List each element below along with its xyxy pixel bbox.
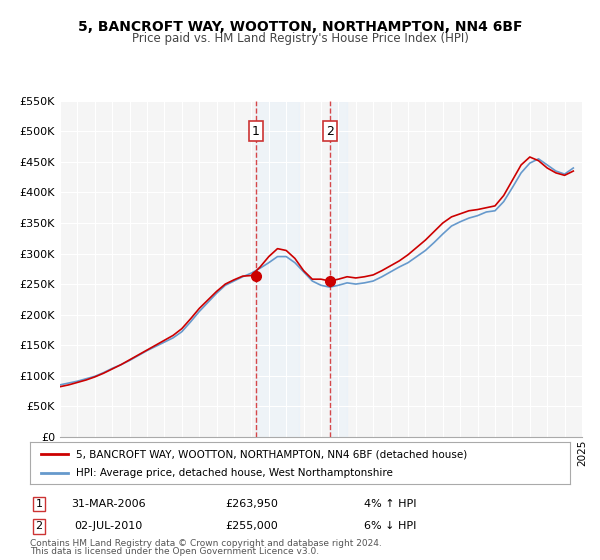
Text: 02-JUL-2010: 02-JUL-2010	[74, 521, 142, 531]
Text: 5, BANCROFT WAY, WOOTTON, NORTHAMPTON, NN4 6BF: 5, BANCROFT WAY, WOOTTON, NORTHAMPTON, N…	[78, 20, 522, 34]
Text: 4% ↑ HPI: 4% ↑ HPI	[364, 499, 416, 509]
Text: Contains HM Land Registry data © Crown copyright and database right 2024.: Contains HM Land Registry data © Crown c…	[30, 539, 382, 548]
Text: 1: 1	[252, 124, 260, 138]
Bar	[256, 101, 299, 437]
Text: £263,950: £263,950	[226, 499, 278, 509]
Text: 31-MAR-2006: 31-MAR-2006	[71, 499, 145, 509]
Bar	[329, 101, 347, 437]
Text: Price paid vs. HM Land Registry's House Price Index (HPI): Price paid vs. HM Land Registry's House …	[131, 32, 469, 45]
Text: 1: 1	[35, 499, 43, 509]
Text: 2: 2	[35, 521, 43, 531]
Text: 6% ↓ HPI: 6% ↓ HPI	[364, 521, 416, 531]
Text: This data is licensed under the Open Government Licence v3.0.: This data is licensed under the Open Gov…	[30, 547, 319, 556]
Text: 5, BANCROFT WAY, WOOTTON, NORTHAMPTON, NN4 6BF (detached house): 5, BANCROFT WAY, WOOTTON, NORTHAMPTON, N…	[76, 449, 467, 459]
Text: 2: 2	[326, 124, 334, 138]
Text: HPI: Average price, detached house, West Northamptonshire: HPI: Average price, detached house, West…	[76, 468, 393, 478]
Text: £255,000: £255,000	[226, 521, 278, 531]
